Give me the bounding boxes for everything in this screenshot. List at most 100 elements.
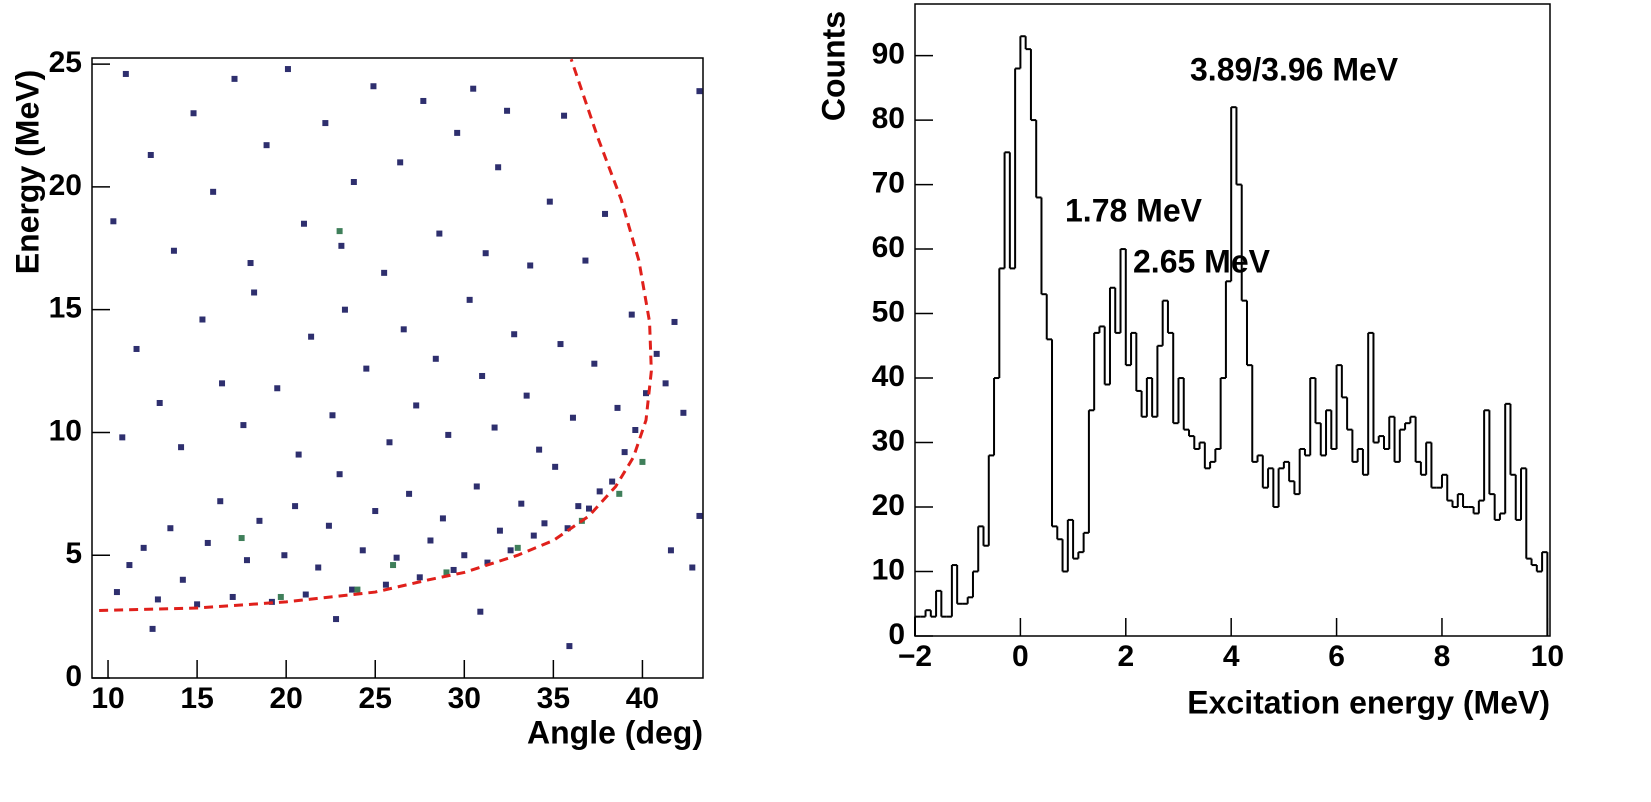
point xyxy=(119,434,126,441)
point xyxy=(479,372,486,379)
y-tick-label: 10 xyxy=(872,553,905,586)
point xyxy=(420,97,427,104)
point xyxy=(582,257,589,264)
point xyxy=(256,517,263,524)
x-tick-label: 10 xyxy=(1531,640,1564,673)
x-tick-label: 8 xyxy=(1434,640,1451,673)
point xyxy=(416,574,423,581)
point xyxy=(277,593,284,600)
point xyxy=(336,228,343,235)
point xyxy=(461,552,468,559)
point xyxy=(219,380,226,387)
point xyxy=(614,404,621,411)
point xyxy=(591,360,598,367)
point xyxy=(662,380,669,387)
point xyxy=(470,85,477,92)
point xyxy=(609,478,616,485)
y-tick-label: 5 xyxy=(65,537,82,570)
point xyxy=(295,451,302,458)
point xyxy=(696,88,703,95)
point xyxy=(413,402,420,409)
point xyxy=(284,66,291,73)
point xyxy=(477,608,484,615)
point xyxy=(575,503,582,510)
point xyxy=(450,566,457,573)
point xyxy=(372,508,379,515)
point xyxy=(445,431,452,438)
point xyxy=(400,326,407,333)
point xyxy=(381,269,388,276)
point xyxy=(199,316,206,323)
x-axis-label: Angle (deg) xyxy=(527,714,703,750)
y-tick-label: 0 xyxy=(65,660,82,693)
point xyxy=(569,414,576,421)
peak-annotation: 2.65 MeV xyxy=(1133,243,1271,279)
x-tick-label: −2 xyxy=(898,640,932,673)
plot-frame xyxy=(91,57,704,679)
point xyxy=(552,463,559,470)
point xyxy=(484,559,491,566)
point xyxy=(231,75,238,82)
point xyxy=(653,350,660,357)
point xyxy=(170,247,177,254)
x-tick-label: 15 xyxy=(180,682,213,715)
point xyxy=(639,458,646,465)
point xyxy=(557,341,564,348)
point xyxy=(427,537,434,544)
y-tick-label: 60 xyxy=(872,231,905,264)
point xyxy=(300,220,307,227)
peak-annotation: 3.89/3.96 MeV xyxy=(1190,51,1399,87)
point xyxy=(243,557,250,564)
point xyxy=(302,591,309,598)
point xyxy=(602,210,609,217)
y-tick-label: 0 xyxy=(888,618,905,651)
point xyxy=(482,250,489,257)
point xyxy=(495,164,502,171)
y-tick-label: 25 xyxy=(49,46,82,79)
point xyxy=(333,616,340,623)
y-tick-label: 15 xyxy=(49,292,82,325)
point xyxy=(397,159,404,166)
point xyxy=(210,188,217,195)
point xyxy=(518,500,525,507)
x-tick-label: 10 xyxy=(91,682,124,715)
point xyxy=(443,569,450,576)
point xyxy=(689,564,696,571)
point xyxy=(338,242,345,249)
point xyxy=(436,230,443,237)
plot-frame xyxy=(914,3,1551,637)
point xyxy=(507,547,514,554)
point xyxy=(466,296,473,303)
point xyxy=(621,449,628,456)
point xyxy=(217,498,224,505)
point xyxy=(350,179,357,185)
y-tick-label: 10 xyxy=(49,414,82,447)
point xyxy=(190,110,197,117)
point xyxy=(167,525,174,532)
point xyxy=(527,262,534,269)
point xyxy=(247,260,254,267)
x-tick-label: 35 xyxy=(537,682,570,715)
point xyxy=(496,527,503,534)
kinematic-line xyxy=(99,58,653,612)
point xyxy=(359,547,366,554)
point xyxy=(349,586,356,593)
point xyxy=(147,151,154,158)
y-tick-label: 40 xyxy=(872,360,905,393)
y-tick-label: 50 xyxy=(872,295,905,328)
y-axis-label: Energy (MeV) xyxy=(9,70,45,274)
point xyxy=(566,643,573,650)
point xyxy=(616,490,623,497)
point xyxy=(149,625,156,632)
point xyxy=(382,581,389,588)
point xyxy=(308,333,315,340)
point xyxy=(336,471,343,478)
y-axis-label: Counts xyxy=(815,11,851,121)
y-tick-label: 30 xyxy=(872,424,905,457)
point xyxy=(204,539,211,546)
point xyxy=(325,522,332,529)
point xyxy=(596,488,603,495)
point xyxy=(530,532,537,539)
point xyxy=(511,331,518,338)
